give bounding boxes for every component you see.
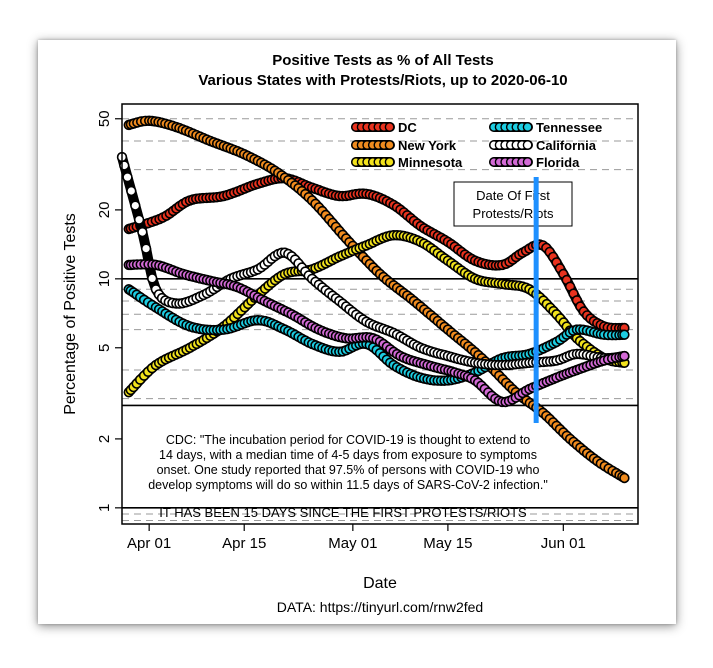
plot-frame: [121, 103, 639, 525]
x-tick-label: Apr 15: [222, 535, 266, 552]
legend: DC New York Minnesota Tennessee California Fl…: [351, 120, 602, 170]
x-tick-label: May 15: [423, 535, 472, 552]
legend-label: DC: [398, 120, 417, 135]
note-line-4: develop symptoms will do so within 11.5 …: [148, 478, 548, 492]
legend-label: Minnesota: [398, 155, 463, 170]
x-tick-label: Apr 01: [127, 535, 171, 552]
series-point: [619, 329, 630, 340]
y-tick-label: 10: [96, 270, 113, 287]
x-tick-label: May 01: [328, 535, 377, 552]
chart-title: Positive Tests as % of All Tests: [272, 52, 493, 69]
legend-label: Florida: [536, 155, 580, 170]
legend-item-dc: DC: [351, 120, 417, 135]
legend-swatch-dot: [384, 140, 395, 150]
legend-swatch-dot: [522, 157, 533, 167]
chart-svg: Positive Tests as % of All Tests Various…: [62, 52, 639, 615]
series-point: [133, 214, 145, 225]
legend-label: Tennessee: [536, 120, 602, 135]
series-new-york: [123, 115, 630, 484]
series-minnesota: [123, 230, 630, 398]
legend-item-tennessee: Tennessee: [489, 120, 602, 135]
y-tick-label: 5: [96, 344, 113, 352]
cdc-note: CDC: "The incubation period for COVID-19…: [148, 433, 548, 492]
chart-subtitle: Various States with Protests/Riots, up t…: [198, 72, 567, 89]
legend-swatch-dot: [384, 157, 395, 167]
x-axis: Apr 01 Apr 15 May 01 May 15 Jun 01: [127, 524, 586, 552]
vline-label-line1: Date Of First: [476, 188, 550, 203]
y-axis: 1 2 5 10 20 50: [96, 110, 122, 512]
series-point: [146, 273, 158, 284]
series-point: [619, 472, 630, 484]
series-california: [116, 151, 630, 371]
y-tick-label: 2: [96, 435, 113, 443]
vline-label-line2: Protests/Riots: [473, 206, 554, 221]
series-point: [140, 243, 152, 254]
note-line-2: 14 days, with a median time of 4-5 days …: [159, 448, 537, 462]
y-tick-label: 1: [96, 504, 113, 512]
y-tick-label: 50: [96, 110, 113, 127]
legend-item-florida: Florida: [489, 155, 580, 170]
legend-label: California: [536, 138, 597, 153]
chart-card: Positive Tests as % of All Tests Various…: [38, 40, 676, 624]
series-point: [122, 172, 133, 183]
vline-label-box: Date Of First Protests/Riots: [453, 181, 573, 227]
series-florida: [123, 259, 630, 408]
note-line-3: onset. One study reported that 97.5% of …: [157, 463, 540, 477]
x-tick-label: Jun 01: [541, 535, 586, 552]
series-point: [126, 185, 137, 197]
series-point: [619, 350, 630, 362]
banner-text: IT HAS BEEN 15 DAYS SINCE THE FIRST PROT…: [159, 505, 527, 520]
x-axis-label: Date: [363, 575, 397, 592]
legend-item-minnesota: Minnesota: [351, 155, 463, 170]
series-point: [137, 226, 148, 238]
series-point: [130, 200, 141, 211]
series-group: [116, 115, 630, 484]
legend-swatch-dot: [522, 122, 533, 132]
note-line-1: CDC: "The incubation period for COVID-19…: [166, 433, 530, 447]
series-point: [119, 160, 130, 171]
series-tennessee: [123, 284, 630, 386]
legend-item-new-york: New York: [351, 138, 457, 153]
legend-item-california: California: [489, 138, 597, 153]
y-tick-label: 20: [96, 202, 113, 219]
legend-swatch-dot: [522, 140, 533, 150]
legend-swatch-dot: [384, 122, 395, 132]
legend-label: New York: [398, 138, 457, 153]
data-source: DATA: https://tinyurl.com/rnw2fed: [277, 599, 483, 615]
y-axis-label: Percentage of Positive Tests: [62, 213, 79, 415]
